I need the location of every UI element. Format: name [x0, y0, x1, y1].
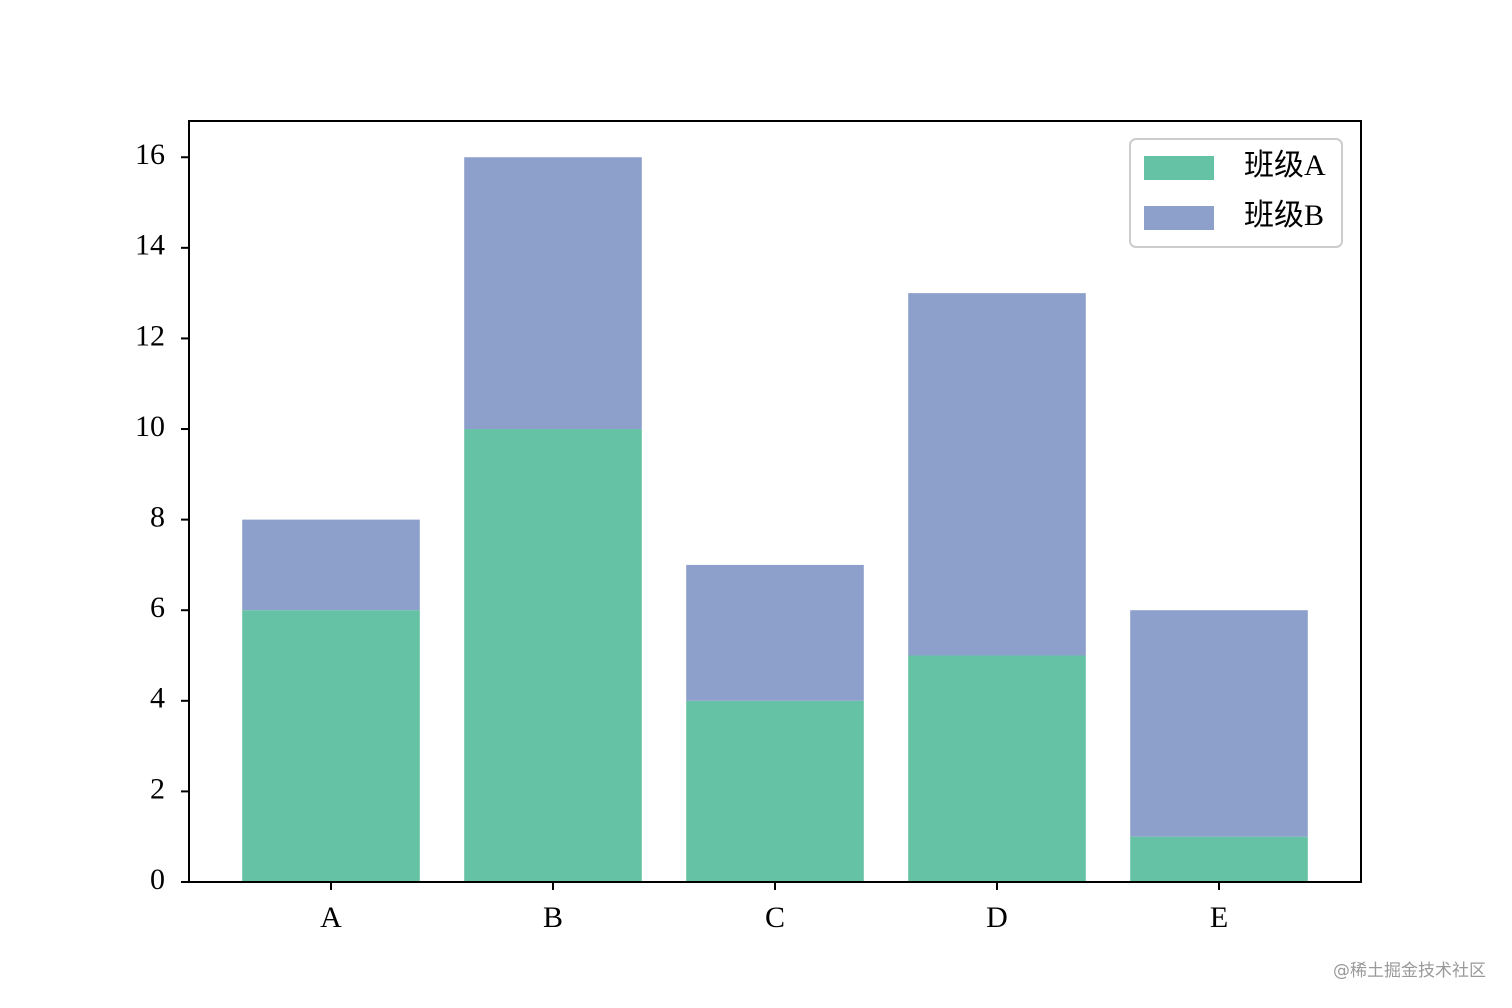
x-tick-label: A: [320, 901, 342, 934]
x-tick-label: D: [986, 901, 1008, 934]
y-tick-label: 2: [150, 772, 165, 805]
y-tick-label: 6: [150, 591, 165, 624]
bar: [686, 700, 864, 882]
bar: [1130, 836, 1308, 882]
plot-frame: [188, 120, 1362, 883]
y-tick-label: 16: [135, 138, 165, 171]
bar: [908, 655, 1086, 882]
y-tick-label: 0: [150, 863, 165, 896]
x-tick-label: B: [543, 901, 563, 934]
legend-label: 班级A: [1244, 149, 1326, 182]
y-tick-label: 10: [135, 410, 165, 443]
x-tick-label: E: [1210, 901, 1228, 934]
y-tick-label: 8: [150, 501, 165, 534]
watermark: @稀土掘金技术社区: [1333, 961, 1486, 981]
y-tick-label: 4: [150, 682, 165, 715]
y-tick-label: 14: [135, 229, 165, 262]
bar: [464, 429, 642, 882]
y-tick-label: 12: [135, 319, 165, 352]
bar: [1130, 610, 1308, 837]
bar: [908, 293, 1086, 656]
legend-swatch: [1144, 206, 1214, 230]
bar: [242, 610, 420, 882]
bar: [242, 519, 420, 611]
legend-swatch: [1144, 156, 1214, 180]
bar: [464, 157, 642, 430]
legend-label: 班级B: [1244, 199, 1324, 232]
bar: [686, 564, 864, 701]
x-tick-label: C: [765, 901, 785, 934]
